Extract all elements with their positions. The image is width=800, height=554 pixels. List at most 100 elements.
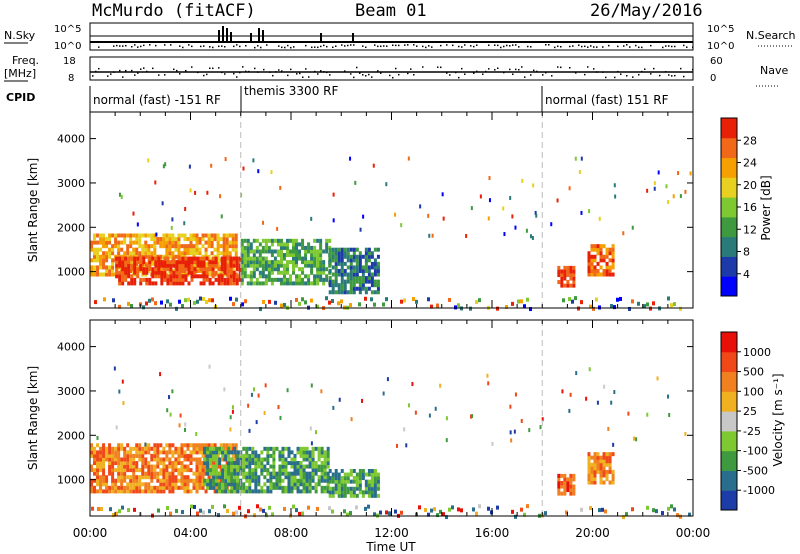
power-echo: [373, 279, 377, 284]
velocity-echo: [120, 461, 124, 466]
power-speckle: [274, 300, 277, 305]
velocity-echo: [96, 468, 100, 473]
power-speckle: [112, 298, 115, 303]
nsearch-dot: [593, 46, 595, 48]
power-echo: [234, 240, 238, 245]
power-echo: [93, 240, 97, 245]
nave-dot: [530, 74, 532, 76]
power-echo: [234, 233, 238, 238]
power-echo: [105, 254, 109, 259]
power-echo: [210, 237, 214, 242]
velocity-echo: [245, 457, 249, 462]
velocity-echo: [593, 462, 597, 467]
nsearch-dot: [317, 46, 319, 49]
velocity-echo: [120, 489, 124, 494]
power-scatter: [270, 170, 273, 175]
velocity-echo: [563, 491, 567, 496]
velocity-echo: [156, 453, 160, 458]
power-echo: [93, 233, 97, 238]
velocity-speckle: [430, 508, 433, 513]
velocity-echo: [198, 461, 202, 466]
power-echo: [569, 269, 573, 274]
power-speckle: [364, 296, 367, 301]
nsearch-dot: [425, 46, 427, 49]
power-echo: [148, 267, 152, 272]
velocity-echo: [290, 475, 294, 480]
power-echo: [193, 256, 197, 261]
power-data: [90, 156, 692, 312]
power-echo: [370, 290, 374, 295]
velocity-echo: [233, 489, 237, 494]
velocity-echo: [168, 482, 172, 487]
power-echo: [596, 261, 600, 266]
power-speckle: [670, 303, 673, 308]
velocity-echo: [602, 452, 606, 457]
velocity-echo: [323, 457, 327, 462]
power-echo: [560, 269, 564, 274]
velocity-scatter: [596, 400, 599, 405]
velocity-echo: [302, 485, 306, 490]
power-echo: [313, 263, 317, 268]
velocity-echo: [248, 446, 252, 451]
power-echo: [177, 233, 181, 238]
nsearch-dot: [266, 44, 268, 46]
velocity-echo: [230, 478, 234, 483]
power-echo: [231, 237, 235, 242]
power-echo: [123, 251, 127, 256]
power-echo: [180, 251, 184, 256]
velocity-echo: [231, 446, 235, 451]
power-echo: [261, 256, 265, 261]
power-echo: [235, 274, 239, 279]
power-echo: [154, 256, 158, 261]
velocity-echo: [343, 486, 347, 491]
velocity-echo: [302, 489, 306, 494]
power-echo: [193, 267, 197, 272]
velocity-echo: [132, 471, 136, 476]
velocity-echo: [99, 457, 103, 462]
power-echo: [322, 267, 326, 272]
velocity-echo: [186, 446, 190, 451]
nave-dot: [653, 67, 655, 70]
power-echo: [189, 244, 193, 249]
power-speckle: [232, 302, 235, 307]
velocity-cbar-tick-label: 100: [743, 385, 764, 398]
velocity-echo: [608, 459, 612, 464]
velocity-echo: [102, 457, 106, 462]
velocity-echo: [114, 489, 118, 494]
velocity-echo: [352, 479, 356, 484]
power-echo: [367, 251, 371, 256]
power-echo: [370, 272, 374, 277]
power-echo: [90, 272, 93, 277]
power-echo: [216, 247, 220, 252]
velocity-echo: [144, 457, 148, 462]
nsky-spike: [352, 33, 354, 42]
velocity-echo: [602, 466, 606, 471]
power-speckle: [679, 306, 682, 311]
power-echo: [352, 272, 356, 277]
nave-dot: [575, 72, 577, 74]
velocity-echo: [317, 475, 321, 480]
velocity-echo: [233, 450, 237, 455]
velocity-echo: [296, 464, 300, 469]
nsearch-dot: [149, 44, 151, 46]
velocity-scatter: [286, 388, 289, 393]
velocity-echo: [215, 457, 219, 462]
velocity-speckle: [211, 504, 214, 509]
velocity-scatter: [439, 383, 442, 388]
power-echo: [211, 256, 215, 261]
velocity-echo: [251, 478, 255, 483]
velocity-speckle: [514, 514, 517, 519]
velocity-echo: [212, 482, 216, 487]
velocity-echo: [123, 489, 127, 494]
velocity-echo: [207, 443, 211, 448]
power-echo: [199, 256, 203, 261]
velocity-echo: [245, 453, 249, 458]
power-scatter: [189, 188, 192, 193]
power-echo: [184, 277, 188, 282]
velocity-echo: [260, 485, 264, 490]
power-echo: [605, 251, 609, 256]
nsearch-dot: [527, 45, 529, 48]
power-echo: [108, 268, 112, 273]
power-echo: [267, 277, 271, 282]
